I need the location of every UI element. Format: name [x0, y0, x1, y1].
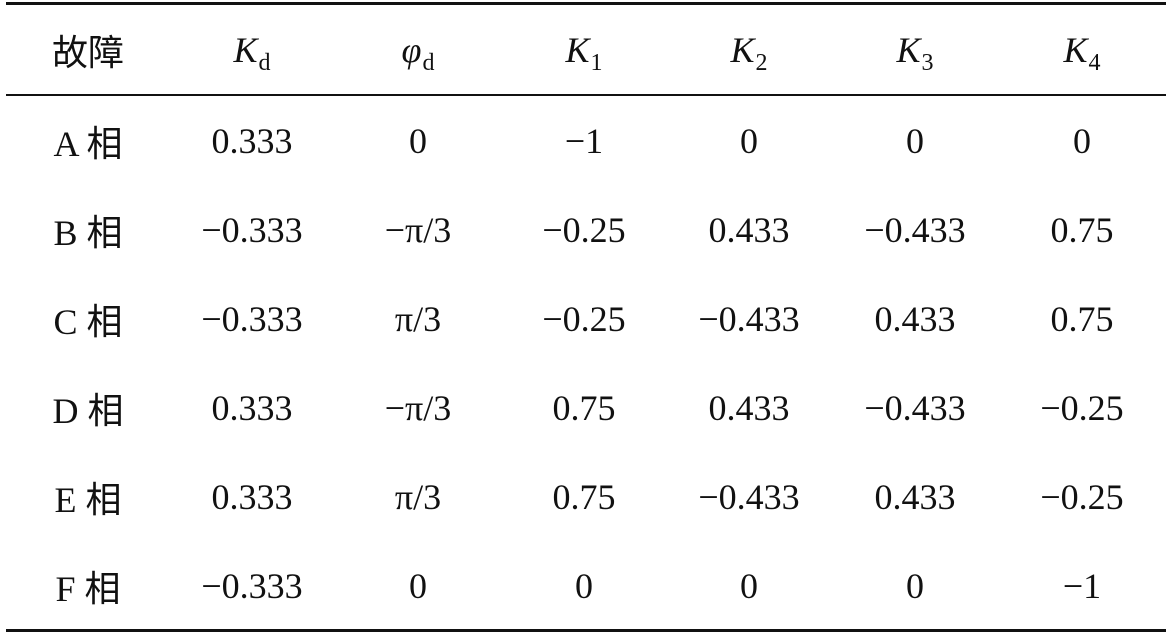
table-cell: 0: [1073, 120, 1091, 161]
header-row: 故障 Kd φd K1 K2 K3 K4: [6, 5, 1166, 94]
table-cell: −0.333: [201, 209, 303, 250]
header-fault: 故障: [51, 32, 124, 73]
table-cell: −0.433: [698, 476, 800, 517]
table-row: F 相 −0.333 0 0 0 0 −1: [6, 541, 1166, 630]
table-cell: 0.433: [708, 209, 790, 250]
table-cell: 0: [906, 565, 924, 606]
row-label: C 相: [53, 301, 123, 342]
table-cell: 0.75: [1050, 209, 1114, 250]
table-cell: 0.433: [708, 387, 790, 428]
table-cell: −0.433: [864, 209, 966, 250]
header-k2-symbol: K: [730, 29, 755, 70]
table-cell: 0: [409, 565, 427, 606]
header-phid-sub: d: [422, 49, 435, 76]
table-cell: π/3: [394, 298, 442, 339]
header-kd-symbol: K: [233, 29, 258, 70]
table-cell: 0: [409, 120, 427, 161]
table-row: A 相 0.333 0 −1 0 0 0: [6, 94, 1166, 185]
table-cell: 0.333: [211, 387, 293, 428]
table-cell: 0.433: [874, 476, 956, 517]
table-cell: −π/3: [384, 209, 452, 250]
header-k1-symbol: K: [565, 29, 590, 70]
table-cell: −1: [1062, 565, 1102, 606]
header-k3: K3: [832, 5, 998, 94]
table-cell: −π/3: [384, 387, 452, 428]
header-phid-symbol: φ: [401, 29, 422, 70]
top-rule: [6, 2, 1166, 5]
table-cell: −0.25: [1040, 387, 1124, 428]
header-k4-symbol: K: [1063, 29, 1088, 70]
header-kd-sub: d: [258, 49, 271, 76]
header-phid: φd: [334, 5, 502, 94]
table-row: B 相 −0.333 −π/3 −0.25 0.433 −0.433 0.75: [6, 185, 1166, 274]
header-k1-sub: 1: [590, 49, 603, 76]
table-cell: 0: [740, 120, 758, 161]
table-cell: −0.25: [1040, 476, 1124, 517]
header-k4: K4: [998, 5, 1166, 94]
table-cell: 0: [740, 565, 758, 606]
table-cell: 0: [575, 565, 593, 606]
header-rule: [6, 94, 1166, 96]
table-cell: π/3: [394, 476, 442, 517]
table-cell: 0.75: [1050, 298, 1114, 339]
header-k3-sub: 3: [921, 49, 934, 76]
row-label: B 相: [53, 212, 123, 253]
table-row: D 相 0.333 −π/3 0.75 0.433 −0.433 −0.25: [6, 363, 1166, 452]
table-cell: −0.333: [201, 565, 303, 606]
header-k3-symbol: K: [896, 29, 921, 70]
table-cell: 0.333: [211, 120, 293, 161]
table-cell: 0: [906, 120, 924, 161]
table-cell: 0.75: [552, 476, 616, 517]
table-cell: −0.25: [542, 209, 626, 250]
table-cell: 0.433: [874, 298, 956, 339]
table-cell: 0.75: [552, 387, 616, 428]
header-kd: Kd: [170, 5, 334, 94]
table-row: C 相 −0.333 π/3 −0.25 −0.433 0.433 0.75: [6, 274, 1166, 363]
row-label: A 相: [53, 123, 123, 164]
header-k4-sub: 4: [1088, 49, 1101, 76]
table-cell: −0.25: [542, 298, 626, 339]
row-label: F 相: [55, 568, 121, 609]
table-row: E 相 0.333 π/3 0.75 −0.433 0.433 −0.25: [6, 452, 1166, 541]
table-cell: −0.433: [698, 298, 800, 339]
row-label: E 相: [54, 479, 122, 520]
header-k1: K1: [502, 5, 666, 94]
data-table: 故障 Kd φd K1 K2 K3 K4 A 相 0.333 0 −1 0 0 …: [6, 5, 1166, 630]
table-cell: −1: [564, 120, 604, 161]
row-label: D 相: [52, 390, 124, 431]
table-cell: −0.433: [864, 387, 966, 428]
bottom-rule: [6, 629, 1166, 632]
table-cell: 0.333: [211, 476, 293, 517]
table-cell: −0.333: [201, 298, 303, 339]
header-k2: K2: [666, 5, 832, 94]
header-k2-sub: 2: [755, 49, 768, 76]
